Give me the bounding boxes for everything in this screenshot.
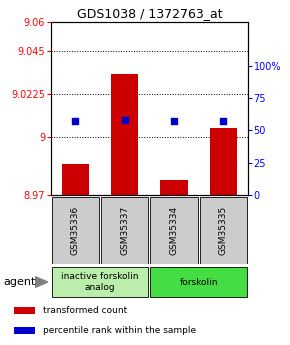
Bar [160,180,188,195]
Text: GSM35335: GSM35335 [219,206,228,255]
Title: GDS1038 / 1372763_at: GDS1038 / 1372763_at [77,7,222,20]
Point [122,117,127,122]
Text: GSM35334: GSM35334 [169,206,179,255]
Text: forskolin: forskolin [180,277,218,287]
Bar [210,128,237,195]
Text: transformed count: transformed count [43,306,128,315]
Text: inactive forskolin
analog: inactive forskolin analog [61,272,139,292]
Text: agent: agent [3,277,35,287]
Text: GSM35337: GSM35337 [120,206,129,255]
Bar [52,267,148,297]
Bar [14,307,35,314]
Bar [101,197,148,264]
Text: GSM35336: GSM35336 [71,206,80,255]
Bar [150,197,198,264]
Bar [52,197,99,264]
Text: percentile rank within the sample: percentile rank within the sample [43,326,196,335]
Point [172,118,176,124]
Bar [14,327,35,334]
Bar [150,267,247,297]
Bar [62,164,89,195]
Point [73,118,78,124]
Point [221,118,226,124]
Bar [111,74,138,195]
Bar [200,197,247,264]
Polygon shape [35,277,48,288]
